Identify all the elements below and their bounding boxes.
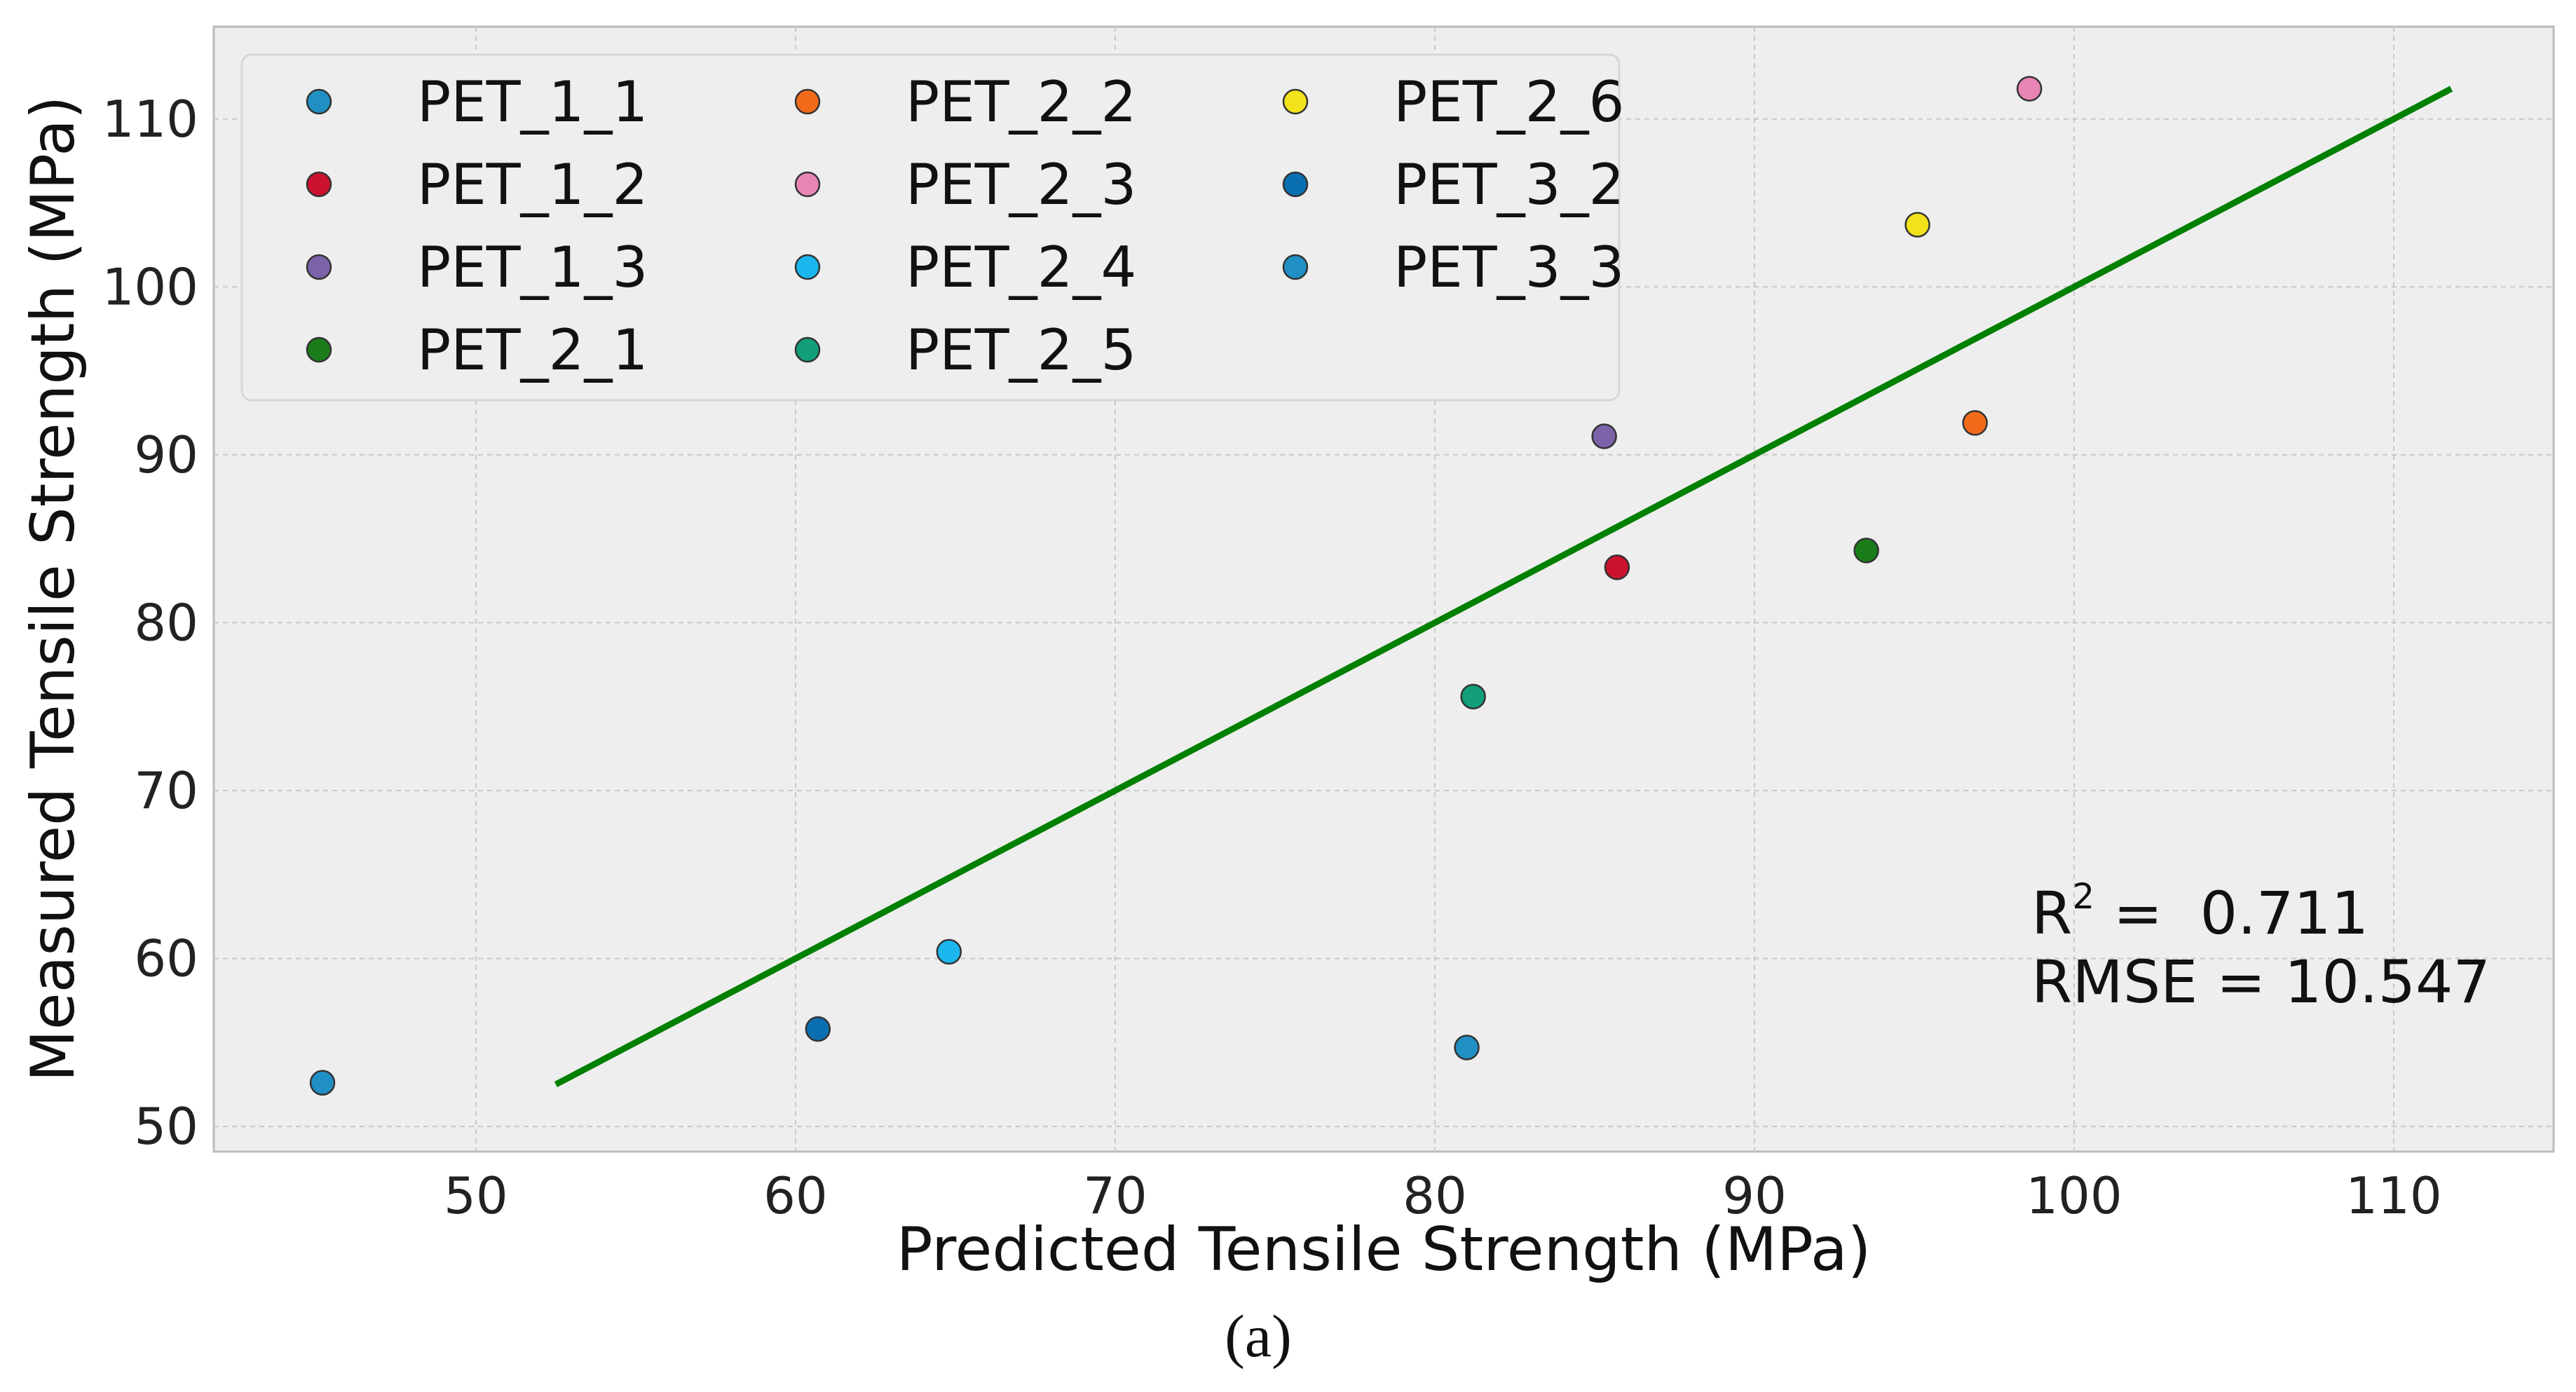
x-tick-label: 70 [1083, 1166, 1147, 1225]
legend-item: PET_2_1 [306, 318, 648, 383]
data-point-pet-1-2 [1604, 554, 1630, 580]
legend-item: PET_2_5 [794, 318, 1136, 383]
data-point-pet-2-5 [1460, 683, 1486, 710]
legend-item: PET_3_3 [1282, 235, 1624, 300]
legend-label: PET_2_5 [906, 318, 1136, 383]
figure-caption: (a) [1225, 1302, 1291, 1370]
legend-marker [306, 171, 332, 198]
x-tick-label: 60 [763, 1166, 828, 1225]
legend-marker [794, 171, 821, 198]
legend-label: PET_3_2 [1393, 152, 1624, 217]
legend-item: PET_2_6 [1282, 69, 1624, 135]
x-tick-label: 80 [1403, 1166, 1467, 1225]
y-tick-label: 60 [134, 929, 198, 988]
legend-label: PET_2_4 [906, 235, 1136, 300]
fit-line-group [554, 86, 2453, 1088]
data-point-pet-1-1 [309, 1070, 336, 1096]
x-tick-label: 110 [2345, 1166, 2441, 1225]
legend-item: PET_2_2 [794, 69, 1136, 135]
legend-item: PET_2_4 [794, 235, 1136, 300]
y-tick-label: 110 [102, 90, 198, 149]
legend-marker [1282, 254, 1309, 280]
legend-item: PET_1_1 [306, 69, 648, 135]
data-point-pet-2-4 [936, 939, 962, 965]
legend-item: PET_3_2 [1282, 152, 1624, 217]
y-tick-label: 90 [134, 425, 198, 484]
data-point-pet-2-2 [1962, 410, 1988, 436]
data-point-pet-2-3 [2016, 76, 2043, 102]
data-point-pet-1-3 [1591, 423, 1617, 449]
legend-marker [1282, 88, 1309, 115]
x-axis-title: Predicted Tensile Strength (MPa) [897, 1215, 1872, 1285]
legend-item: PET_1_2 [306, 152, 648, 217]
rmse-annotation: RMSE = 10.547 [2031, 948, 2490, 1016]
x-tick-label: 90 [1722, 1166, 1787, 1225]
legend-marker [306, 254, 332, 280]
data-point-pet-1-1 [1454, 1035, 1480, 1060]
legend-label: PET_2_3 [906, 152, 1136, 217]
legend-marker [794, 88, 821, 115]
legend-item: PET_1_3 [306, 235, 648, 300]
fit-line [554, 86, 2453, 1088]
legend-label: PET_2_6 [1393, 69, 1624, 135]
r-squared-prefix: R [2031, 879, 2072, 948]
legend-item: PET_2_3 [794, 152, 1136, 217]
r-squared-superscript: 2 [2072, 876, 2094, 917]
r-squared-annotation: R2 = 0.711 [2031, 876, 2369, 948]
legend-marker [794, 336, 821, 363]
legend-marker [794, 254, 821, 280]
legend-marker [306, 88, 332, 115]
data-point-pet-2-1 [1853, 538, 1879, 564]
legend-label: PET_2_2 [906, 69, 1136, 135]
r-squared-value: = 0.711 [2094, 879, 2369, 948]
legend-marker [1282, 171, 1309, 198]
y-tick-label: 80 [134, 593, 198, 652]
y-tick-label: 70 [134, 761, 198, 820]
data-point-pet-2-6 [1904, 212, 1930, 238]
legend-box [240, 53, 1621, 402]
y-axis-title: Measured Tensile Strength (MPa) [18, 96, 88, 1082]
data-point-pet-3-2 [805, 1016, 831, 1042]
data-points [309, 76, 2043, 1096]
legend-label: PET_3_3 [1393, 235, 1624, 300]
legend: PET_1_1 PET_1_2 PET_1_3 PET_2_1 PET_2_2 PET_2… [240, 53, 1624, 402]
legend-label: PET_1_1 [417, 69, 648, 135]
y-tick-label: 50 [134, 1097, 198, 1156]
tick-labels: 50 60 70 80 90 100 110 50 60 70 80 90 100 110 [102, 90, 2442, 1225]
legend-label: PET_2_1 [417, 318, 648, 383]
legend-label: PET_1_3 [417, 235, 648, 300]
legend-label: PET_1_2 [417, 152, 648, 217]
x-tick-label: 50 [444, 1166, 508, 1225]
legend-marker [306, 336, 332, 363]
y-tick-label: 100 [102, 257, 198, 316]
x-tick-label: 100 [2026, 1166, 2122, 1225]
